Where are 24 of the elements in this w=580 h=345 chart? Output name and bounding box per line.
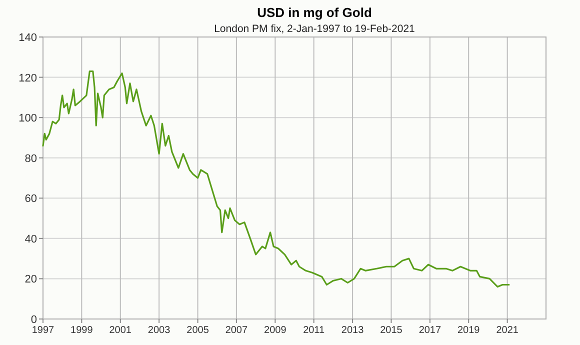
- y-tick-label: 0: [30, 314, 37, 326]
- x-tick-label: 2001: [109, 325, 132, 336]
- chart-subtitle: London PM fix, 2-Jan-1997 to 19-Feb-2021: [214, 23, 416, 35]
- chart-title: USD in mg of Gold: [257, 5, 372, 20]
- line-series: [42, 70, 510, 288]
- x-tick-label: 1997: [32, 325, 55, 336]
- x-tick-label: 2013: [341, 325, 364, 336]
- x-tick-label: 1999: [70, 325, 94, 336]
- x-tick-label: 2003: [148, 325, 171, 336]
- y-tick-label: 120: [18, 72, 37, 84]
- y-tick-label: 60: [24, 193, 37, 206]
- y-tick-label: 20: [24, 274, 37, 286]
- y-tick-label: 140: [18, 32, 37, 44]
- y-tick-label: 40: [24, 233, 37, 246]
- x-tick-label: 2011: [303, 325, 326, 336]
- x-tick-label: 2019: [457, 325, 480, 336]
- x-tick-label: 2007: [225, 325, 248, 336]
- x-tick-label: 2021: [496, 325, 519, 336]
- x-tick-label: 2009: [264, 325, 287, 336]
- y-tick-label: 100: [18, 112, 37, 125]
- x-tick-label: 2005: [186, 325, 210, 336]
- x-tick-label: 2015: [380, 325, 403, 336]
- x-tick-label: 2017: [418, 325, 442, 336]
- y-tick-label: 80: [24, 152, 37, 165]
